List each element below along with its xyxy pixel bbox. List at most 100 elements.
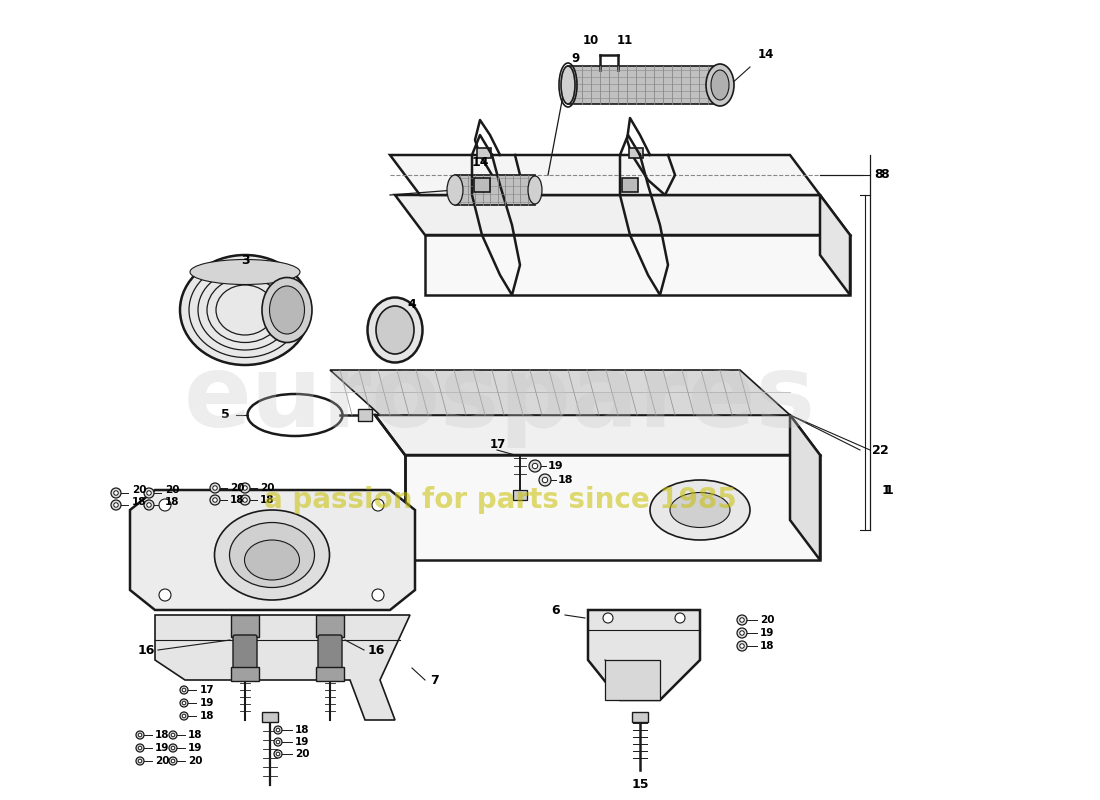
FancyBboxPatch shape [621, 178, 638, 192]
Text: 18: 18 [132, 497, 146, 507]
Circle shape [172, 746, 175, 750]
Polygon shape [790, 415, 820, 560]
Ellipse shape [670, 493, 730, 527]
Ellipse shape [650, 480, 750, 540]
Text: 18: 18 [155, 730, 169, 740]
Polygon shape [395, 195, 850, 235]
FancyBboxPatch shape [358, 409, 372, 421]
FancyBboxPatch shape [233, 635, 257, 669]
Circle shape [739, 618, 745, 622]
Circle shape [183, 688, 186, 692]
Text: 19: 19 [188, 743, 202, 753]
Circle shape [144, 488, 154, 498]
Circle shape [172, 733, 175, 737]
Ellipse shape [270, 286, 305, 334]
Text: 20: 20 [230, 483, 244, 493]
Ellipse shape [180, 255, 310, 365]
FancyBboxPatch shape [513, 490, 527, 500]
Text: 16: 16 [368, 643, 385, 657]
Circle shape [532, 463, 538, 469]
Ellipse shape [561, 66, 575, 104]
Ellipse shape [367, 298, 422, 362]
Text: 3: 3 [241, 254, 250, 266]
Circle shape [169, 744, 177, 752]
Circle shape [160, 589, 170, 601]
Text: 19: 19 [200, 698, 214, 708]
Ellipse shape [376, 306, 414, 354]
Circle shape [139, 746, 142, 750]
FancyBboxPatch shape [316, 667, 344, 681]
Circle shape [372, 589, 384, 601]
Text: 6: 6 [551, 603, 560, 617]
Text: 18: 18 [760, 641, 774, 651]
Circle shape [180, 712, 188, 720]
Circle shape [111, 488, 121, 498]
Circle shape [180, 699, 188, 707]
Polygon shape [455, 175, 535, 205]
Circle shape [183, 701, 186, 705]
Ellipse shape [706, 64, 734, 106]
Text: 18: 18 [200, 711, 214, 721]
Text: 20: 20 [760, 615, 774, 625]
Text: 5: 5 [221, 409, 230, 422]
FancyBboxPatch shape [318, 635, 342, 669]
Circle shape [737, 641, 747, 651]
Circle shape [276, 740, 279, 744]
Circle shape [243, 498, 248, 502]
Circle shape [542, 478, 548, 482]
Polygon shape [425, 235, 850, 295]
FancyBboxPatch shape [629, 148, 644, 158]
FancyBboxPatch shape [474, 178, 490, 192]
Circle shape [603, 613, 613, 623]
Circle shape [276, 728, 279, 732]
Text: 18: 18 [558, 475, 573, 485]
Polygon shape [155, 615, 410, 720]
Polygon shape [405, 455, 820, 560]
Text: 18: 18 [295, 725, 309, 735]
Circle shape [139, 733, 142, 737]
Circle shape [212, 486, 218, 490]
Circle shape [212, 498, 218, 502]
Ellipse shape [244, 540, 299, 580]
Polygon shape [330, 370, 790, 415]
Text: 14: 14 [471, 155, 488, 169]
Polygon shape [588, 610, 700, 700]
Circle shape [539, 474, 551, 486]
Text: 2: 2 [872, 443, 881, 457]
Circle shape [144, 500, 154, 510]
Polygon shape [375, 415, 820, 455]
Text: 8: 8 [880, 169, 889, 182]
Circle shape [737, 615, 747, 625]
Text: 18: 18 [165, 497, 179, 507]
Text: 17: 17 [490, 438, 506, 451]
Polygon shape [820, 195, 850, 295]
Circle shape [276, 752, 279, 756]
Circle shape [136, 744, 144, 752]
Text: 19: 19 [760, 628, 774, 638]
Circle shape [243, 486, 248, 490]
Circle shape [210, 483, 220, 493]
Text: a passion for parts since 1985: a passion for parts since 1985 [264, 486, 736, 514]
Circle shape [136, 731, 144, 739]
Circle shape [372, 499, 384, 511]
Text: 19: 19 [548, 461, 563, 471]
Ellipse shape [190, 259, 300, 285]
Circle shape [739, 630, 745, 635]
Polygon shape [130, 490, 415, 610]
Circle shape [136, 757, 144, 765]
Circle shape [274, 738, 282, 746]
Text: 1: 1 [886, 483, 893, 497]
Ellipse shape [447, 175, 463, 205]
Text: eurospares: eurospares [184, 351, 816, 449]
Text: 15: 15 [631, 778, 649, 791]
Circle shape [111, 500, 121, 510]
Circle shape [274, 726, 282, 734]
Text: 11: 11 [617, 34, 634, 46]
Ellipse shape [711, 70, 729, 100]
Circle shape [675, 613, 685, 623]
Text: 20: 20 [155, 756, 169, 766]
Circle shape [240, 495, 250, 505]
Circle shape [240, 483, 250, 493]
Text: 20: 20 [260, 483, 275, 493]
Text: 20: 20 [165, 485, 179, 495]
